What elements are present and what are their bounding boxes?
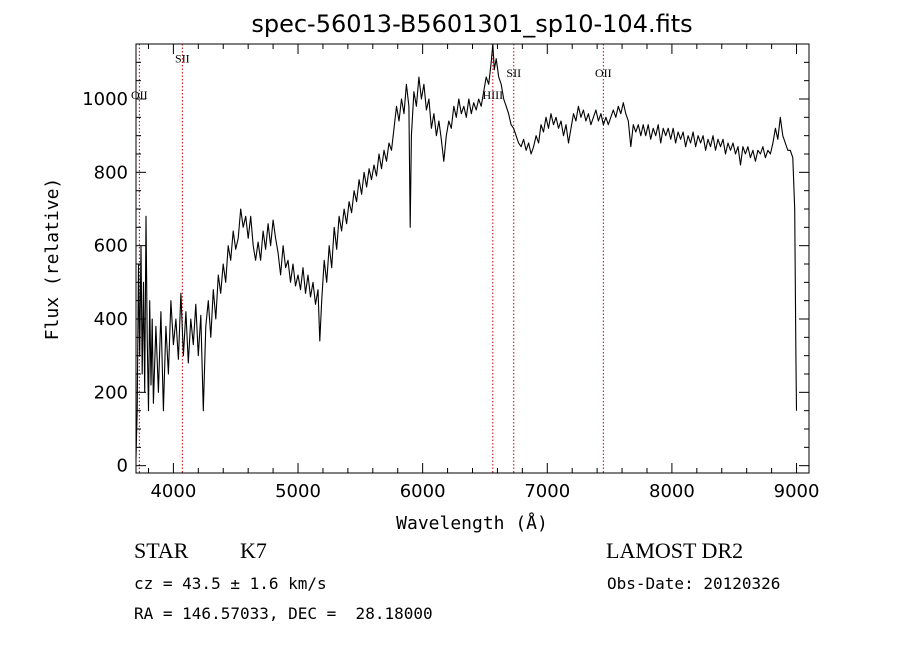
y-tick-label: 800	[94, 162, 128, 183]
y-tick-label: 0	[117, 456, 128, 477]
coordinates-text: RA = 146.57033, DEC = 28.18000	[134, 604, 433, 623]
obs-date-text: Obs-Date: 20120326	[607, 574, 781, 593]
emission-line-label-3: SII	[506, 66, 521, 80]
x-axis-label: Wavelength (Å)	[396, 512, 548, 534]
x-tick-label: 9000	[774, 481, 820, 502]
x-tick-label: 5000	[275, 481, 321, 502]
y-axis-label: Flux (relative)	[42, 178, 63, 341]
emission-line-label-0: OII	[131, 88, 148, 102]
emission-line-label-1: SII	[175, 51, 190, 65]
survey-label: LAMOST DR2	[606, 538, 744, 563]
y-tick-label: 400	[94, 309, 128, 330]
redshift-text: cz = 43.5 ± 1.6 km/s	[134, 574, 327, 593]
y-tick-label: 600	[94, 236, 128, 257]
emission-line-label-4: OII	[595, 66, 612, 80]
x-tick-label: 8000	[649, 481, 695, 502]
emission-line-label-2: HIII	[482, 88, 503, 102]
y-tick-label: 200	[94, 382, 128, 403]
x-tick-label: 6000	[400, 481, 446, 502]
object-subclass: K7	[240, 538, 267, 563]
y-tick-label: 1000	[82, 89, 128, 110]
x-tick-label: 4000	[150, 481, 196, 502]
chart-title: spec-56013-B5601301_sp10-104.fits	[251, 10, 692, 38]
spectrum-line	[135, 43, 798, 459]
object-class: STAR	[134, 538, 189, 563]
x-tick-label: 7000	[524, 481, 570, 502]
